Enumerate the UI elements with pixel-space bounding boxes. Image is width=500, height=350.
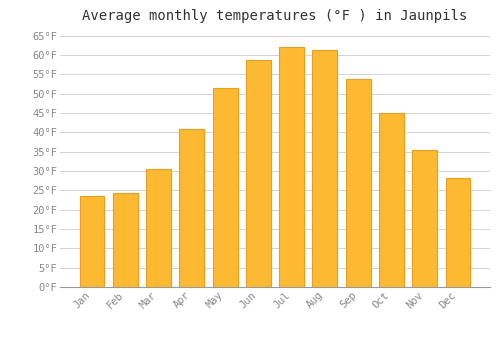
Bar bbox=[346, 79, 370, 287]
Bar bbox=[446, 178, 470, 287]
Bar bbox=[246, 60, 271, 287]
Title: Average monthly temperatures (°F ) in Jaunpils: Average monthly temperatures (°F ) in Ja… bbox=[82, 9, 468, 23]
Bar bbox=[113, 193, 138, 287]
Bar bbox=[180, 128, 204, 287]
Bar bbox=[212, 88, 238, 287]
Bar bbox=[379, 113, 404, 287]
Bar bbox=[146, 169, 171, 287]
Bar bbox=[312, 50, 338, 287]
Bar bbox=[412, 150, 437, 287]
Bar bbox=[80, 196, 104, 287]
Bar bbox=[279, 47, 304, 287]
